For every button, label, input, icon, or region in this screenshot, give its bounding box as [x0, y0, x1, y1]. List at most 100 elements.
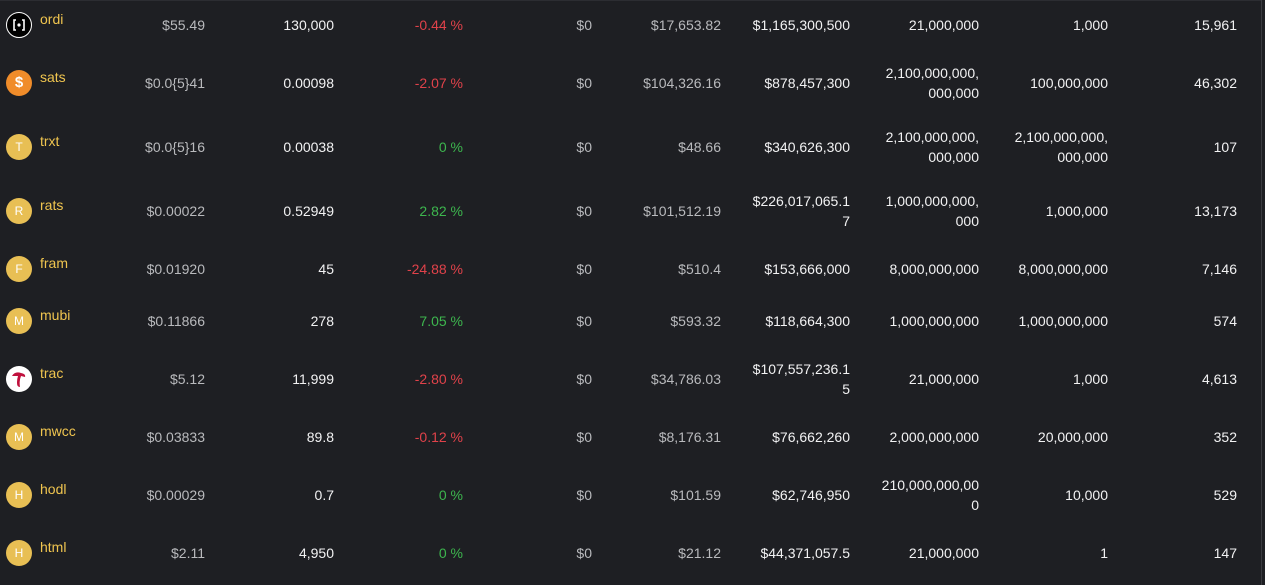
holders-cell: 15,961	[1120, 0, 1237, 54]
total-volume-value: $593.32	[670, 313, 721, 329]
token-name: mwcc	[40, 423, 76, 439]
total-volume-cell: $593.32	[600, 292, 721, 350]
holders-cell: 107	[1120, 118, 1237, 176]
total-volume-value: $17,653.82	[650, 17, 721, 33]
supply-cell: 2,100,000,000, 000,000	[858, 54, 979, 112]
sats-price-value: 0.7	[314, 487, 334, 503]
limit-cell: 8,000,000,000	[988, 240, 1108, 298]
limit-cell: 1,000	[988, 0, 1108, 54]
change-cell: 0 %	[340, 118, 463, 176]
volume-value: $0	[576, 261, 592, 277]
holders-value: 147	[1213, 545, 1237, 561]
price-cell: $0.0{5}16	[110, 118, 205, 176]
token-link[interactable]: $ sats	[6, 69, 66, 96]
sats-price-cell: 278	[210, 292, 334, 350]
sats-price-cell: 0.52949	[210, 182, 334, 240]
volume-value: $0	[576, 75, 592, 91]
change-value: -24.88 %	[406, 261, 463, 277]
table-top-border	[0, 0, 1261, 1]
sats-price-cell: 0.00098	[210, 54, 334, 112]
sats-price-cell: 0.7	[210, 466, 334, 524]
volume-value: $0	[576, 429, 592, 445]
total-volume-value: $21.12	[678, 545, 721, 561]
change-cell: -2.80 %	[340, 350, 463, 408]
price-cell: $55.49	[110, 0, 205, 54]
trac-logo-icon	[6, 366, 32, 392]
change-cell: -2.07 %	[340, 54, 463, 112]
holders-cell: 13,173	[1120, 182, 1237, 240]
table-row[interactable]: ordi $55.49 130,000 -0.44 % $0 $17,653.82 $1,1…	[0, 0, 1261, 54]
market-cap-value: $107,557,236.1 5	[752, 361, 850, 397]
supply-value: 8,000,000,000	[889, 261, 979, 277]
letter-avatar-icon: F	[6, 256, 32, 282]
change-value: 0 %	[438, 545, 463, 561]
volume-cell: $0	[470, 350, 592, 408]
market-cap-cell: $153,666,000	[728, 240, 850, 298]
price-cell: $0.11866	[110, 292, 205, 350]
limit-cell: 1	[988, 524, 1108, 582]
change-value: 0 %	[438, 487, 463, 503]
letter-avatar-icon: H	[6, 482, 32, 508]
total-volume-cell: $21.12	[600, 524, 721, 582]
supply-cell: 1,000,000,000, 000	[858, 182, 979, 240]
change-cell: -0.44 %	[340, 0, 463, 54]
market-cap-value: $226,017,065.1 7	[752, 193, 850, 229]
price-cell: $5.12	[110, 350, 205, 408]
token-name: mubi	[40, 307, 71, 323]
price-value: $0.00022	[146, 203, 205, 219]
sats-price-cell: 11,999	[210, 350, 334, 408]
price-cell: $0.03833	[110, 408, 205, 466]
table-row[interactable]: trac $5.12 11,999 -2.80 % $0 $34,786.03 $107,5…	[0, 350, 1261, 408]
supply-value: 21,000,000	[908, 371, 979, 387]
volume-cell: $0	[470, 292, 592, 350]
total-volume-value: $510.4	[678, 261, 721, 277]
limit-value: 10,000	[1065, 487, 1108, 503]
sats-price-value: 0.00038	[283, 139, 334, 155]
market-cap-cell: $44,371,057.5	[728, 524, 850, 582]
table-row[interactable]: $ sats $0.0{5}41 0.00098 -2.07 % $0 $104,326.1…	[0, 54, 1261, 112]
total-volume-cell: $48.66	[600, 118, 721, 176]
market-cap-value: $153,666,000	[764, 261, 850, 277]
token-link[interactable]: trac	[6, 365, 64, 392]
sats-price-cell: 4,950	[210, 524, 334, 582]
supply-value: 2,000,000,000	[889, 429, 979, 445]
supply-cell: 210,000,000,00 0	[858, 466, 979, 524]
token-name: trac	[40, 365, 64, 381]
volume-cell: $0	[470, 0, 592, 54]
supply-value: 2,100,000,000, 000,000	[885, 65, 979, 101]
limit-value: 1,000	[1072, 17, 1108, 33]
market-cap-value: $878,457,300	[764, 75, 850, 91]
token-link[interactable]: ordi	[6, 11, 63, 38]
volume-value: $0	[576, 17, 592, 33]
volume-cell: $0	[470, 524, 592, 582]
sats-price-cell: 130,000	[210, 0, 334, 54]
supply-cell: 21,000,000	[858, 524, 979, 582]
sats-price-value: 278	[310, 313, 334, 329]
supply-cell: 1,000,000,000	[858, 292, 979, 350]
supply-value: 2,100,000,000, 000,000	[885, 129, 979, 165]
holders-cell: 4,613	[1120, 350, 1237, 408]
letter-avatar-icon: R	[6, 198, 32, 224]
token-name: fram	[40, 255, 68, 271]
price-value: $0.0{5}16	[145, 139, 205, 155]
limit-value: 20,000,000	[1037, 429, 1108, 445]
price-value: $2.11	[171, 545, 205, 561]
sats-price-cell: 89.8	[210, 408, 334, 466]
letter-avatar-icon: T	[6, 134, 32, 160]
